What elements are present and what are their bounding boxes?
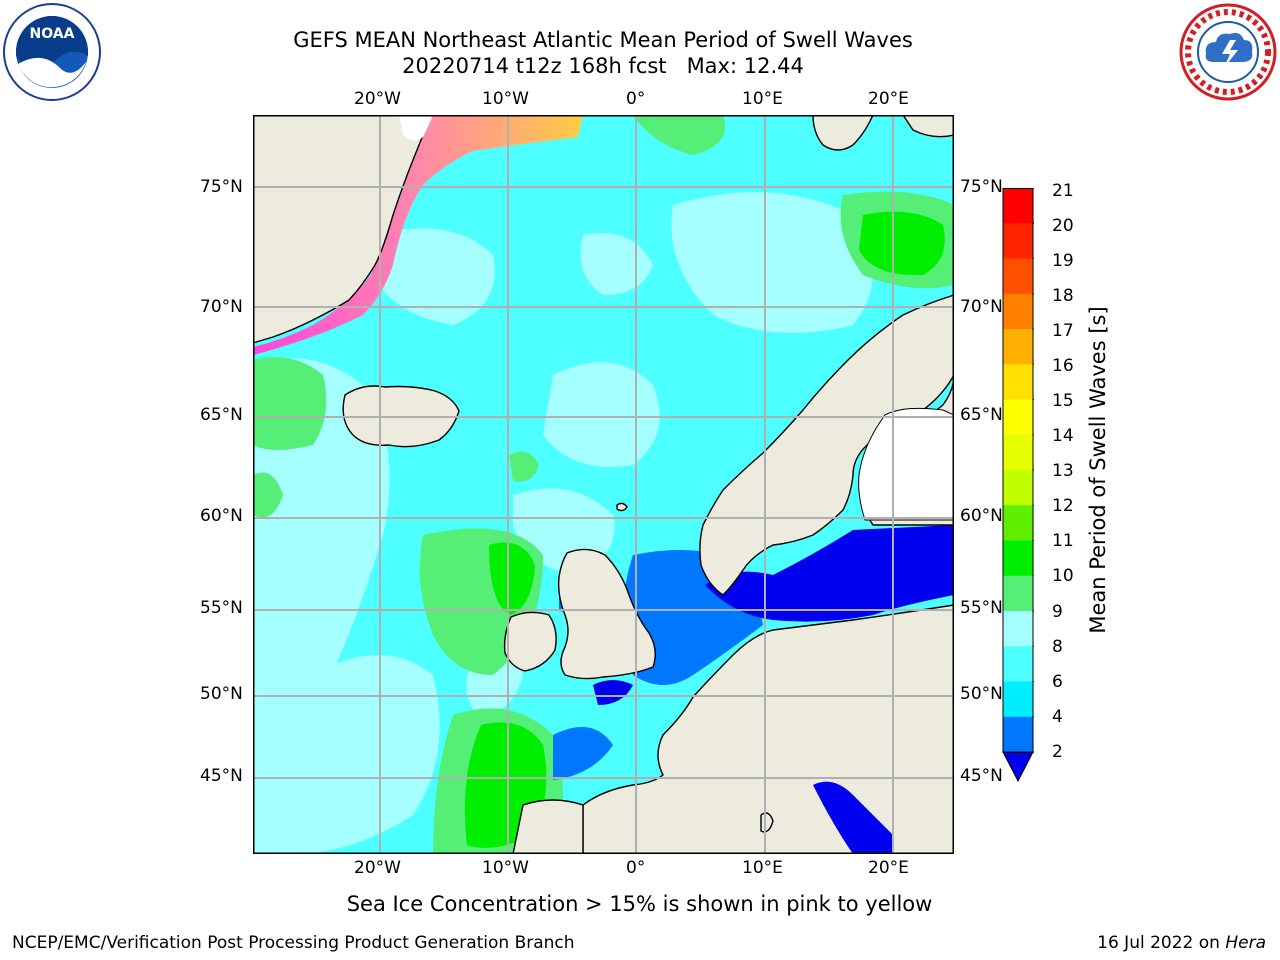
colorbar-tick-8: 8 bbox=[1052, 637, 1063, 657]
noaa-logo-text: NOAA bbox=[30, 26, 75, 42]
colorbar-tick-14: 14 bbox=[1052, 426, 1074, 446]
colorbar-swatch bbox=[1003, 716, 1033, 753]
swell-10-11s-patches bbox=[464, 211, 945, 848]
colorbar-swatch bbox=[1003, 364, 1033, 400]
lon-label-bottom-10w: 10°W bbox=[482, 858, 529, 878]
lat-label-right-55n: 55°N bbox=[960, 598, 1003, 618]
colorbar-swatch bbox=[1003, 611, 1033, 647]
colorbar-tick-6: 6 bbox=[1052, 672, 1063, 692]
colorbar-swatch bbox=[1003, 540, 1033, 577]
map-title: GEFS MEAN Northeast Atlantic Mean Period… bbox=[293, 28, 913, 52]
colorbar-tick-16: 16 bbox=[1052, 356, 1074, 376]
colorbar-graphic bbox=[1002, 187, 1034, 783]
lat-label-left-70n: 70°N bbox=[200, 297, 243, 317]
colorbar-tick-2: 2 bbox=[1052, 742, 1063, 762]
sea-ice-caption: Sea Ice Concentration > 15% is shown in … bbox=[346, 892, 933, 916]
iberia bbox=[512, 799, 584, 854]
colorbar-swatch bbox=[1003, 505, 1033, 541]
nws-logo bbox=[1178, 2, 1278, 102]
colorbar-tick-11: 11 bbox=[1052, 531, 1074, 551]
colorbar-swatch bbox=[1003, 188, 1033, 224]
colorbar-swatch bbox=[1003, 399, 1033, 436]
svalbard bbox=[812, 115, 874, 151]
colorbar-swatch bbox=[1003, 434, 1033, 471]
colorbar-swatch bbox=[1003, 646, 1033, 682]
colorbar-swatch bbox=[1003, 681, 1033, 718]
map-panel bbox=[253, 115, 954, 854]
lon-label-bottom-0: 0° bbox=[626, 858, 646, 878]
ireland bbox=[503, 611, 557, 672]
great-britain bbox=[557, 548, 656, 680]
lat-label-right-75n: 75°N bbox=[960, 177, 1003, 197]
colorbar-swatch bbox=[1003, 575, 1033, 612]
colorbar-extend-triangle bbox=[1002, 751, 1034, 783]
lon-label-top-10e: 10°E bbox=[742, 89, 783, 109]
lat-label-right-65n: 65°N bbox=[960, 405, 1003, 425]
colorbar-tick-18: 18 bbox=[1052, 286, 1074, 306]
colorbar-tick-12: 12 bbox=[1052, 496, 1074, 516]
map-frame bbox=[253, 115, 954, 854]
map-canvas bbox=[253, 115, 954, 854]
footer-date-text: 16 Jul 2022 on bbox=[1097, 933, 1226, 953]
footer-date: 16 Jul 2022 on Hera bbox=[1097, 933, 1266, 953]
graticule bbox=[253, 115, 954, 854]
lon-label-bottom-20w: 20°W bbox=[354, 858, 401, 878]
no-data-areas bbox=[399, 115, 954, 521]
sea-ice-greenland bbox=[253, 115, 583, 355]
colorbar-tick-9: 9 bbox=[1052, 602, 1063, 622]
lon-label-top-10w: 10°W bbox=[482, 89, 529, 109]
colorbar-swatch bbox=[1003, 470, 1033, 506]
lat-label-right-45n: 45°N bbox=[960, 766, 1003, 786]
lat-label-left-60n: 60°N bbox=[200, 506, 243, 526]
lat-label-left-65n: 65°N bbox=[200, 405, 243, 425]
colorbar-tick-13: 13 bbox=[1052, 461, 1074, 481]
lon-label-top-20w: 20°W bbox=[354, 89, 401, 109]
noaa-logo: NOAA bbox=[2, 2, 102, 102]
colorbar bbox=[1002, 187, 1034, 783]
lat-label-left-75n: 75°N bbox=[200, 177, 243, 197]
lat-label-left-50n: 50°N bbox=[200, 684, 243, 704]
colorbar-tick-17: 17 bbox=[1052, 321, 1074, 341]
footer-host: Hera bbox=[1225, 933, 1266, 953]
colorbar-swatch bbox=[1003, 329, 1033, 365]
greenland bbox=[253, 115, 432, 344]
colorbar-swatch bbox=[1003, 258, 1033, 295]
colorbar-tick-20: 20 bbox=[1052, 216, 1074, 236]
colorbar-label: Mean Period of Swell Waves [s] bbox=[1086, 306, 1110, 634]
colorbar-tick-10: 10 bbox=[1052, 566, 1074, 586]
lat-label-left-55n: 55°N bbox=[200, 598, 243, 618]
lon-label-bottom-10e: 10°E bbox=[742, 858, 783, 878]
lat-label-right-60n: 60°N bbox=[960, 506, 1003, 526]
lat-label-left-45n: 45°N bbox=[200, 766, 243, 786]
colorbar-tick-15: 15 bbox=[1052, 391, 1074, 411]
continental-europe bbox=[582, 604, 954, 854]
lat-label-right-50n: 50°N bbox=[960, 684, 1003, 704]
colorbar-tick-19: 19 bbox=[1052, 251, 1074, 271]
colorbar-tick-21: 21 bbox=[1052, 181, 1074, 201]
lon-label-top-20e: 20°E bbox=[868, 89, 909, 109]
lon-label-top-0: 0° bbox=[626, 89, 646, 109]
lon-label-bottom-20e: 20°E bbox=[868, 858, 909, 878]
footer-credit: NCEP/EMC/Verification Post Processing Pr… bbox=[12, 933, 575, 953]
lat-label-right-70n: 70°N bbox=[960, 297, 1003, 317]
map-subtitle: 20220714 t12z 168h fcst Max: 12.44 bbox=[402, 54, 804, 78]
colorbar-swatch bbox=[1003, 293, 1033, 330]
colorbar-swatch bbox=[1003, 223, 1033, 259]
colorbar-tick-4: 4 bbox=[1052, 707, 1063, 727]
